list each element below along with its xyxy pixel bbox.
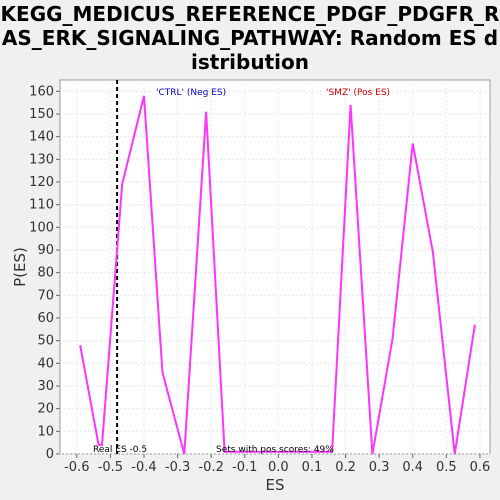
chart-title: KEGG_MEDICUS_REFERENCE_PDGF_PDGFR_RAS_ER… [0,2,500,74]
y-tick-label: 50 [37,334,54,349]
x-tick-label: -0.3 [165,460,190,475]
y-tick-label: 160 [29,84,54,99]
real-es-label: Real ES -0.5 [93,445,147,455]
pos-es-label: 'SMZ' (Pos ES) [326,88,390,98]
x-axis-title: ES [266,476,285,494]
y-tick-label: 0 [46,447,54,462]
x-tick-label: 0.2 [335,460,356,475]
plot-area [59,79,491,455]
y-tick-label: 90 [37,243,54,258]
pos-scores-label: Sets with pos scores: 49% [216,445,334,455]
y-tick-label: 140 [29,130,54,145]
x-axis-ticks: -0.6 -0.5 -0.4 -0.3 -0.2 -0.1 0.0 0.1 0.2 0.3 0.4 0… [64,454,490,475]
x-tick-label: -0.5 [98,460,123,475]
x-tick-label: -0.6 [64,460,89,475]
x-tick-label: 0.5 [436,460,457,475]
y-axis-ticks: 0 10 20 30 40 50 60 70 80 90 100 110 120 130 140 150 160 [29,84,60,462]
series-line [79,95,476,455]
x-tick-label: -0.2 [198,460,223,475]
y-tick-label: 30 [37,379,54,394]
y-tick-label: 20 [37,402,54,417]
y-tick-label: 80 [37,266,54,281]
y-tick-label: 70 [37,288,54,303]
y-tick-label: 40 [37,356,54,371]
y-axis-title: P(ES) [11,247,29,287]
x-tick-label: 0.1 [302,460,323,475]
y-tick-label: 120 [29,175,54,190]
x-tick-label: 0.0 [268,460,289,475]
x-tick-label: 0.3 [369,460,390,475]
y-tick-label: 100 [29,220,54,235]
x-tick-label: -0.1 [232,460,257,475]
y-tick-label: 60 [37,311,54,326]
x-tick-label: 0.6 [470,460,491,475]
neg-es-label: 'CTRL' (Neg ES) [156,88,226,98]
x-tick-label: 0.4 [402,460,423,475]
y-tick-label: 10 [37,424,54,439]
x-tick-label: -0.4 [131,460,156,475]
y-tick-label: 130 [29,152,54,167]
y-tick-label: 150 [29,107,54,122]
y-tick-label: 110 [29,198,54,213]
